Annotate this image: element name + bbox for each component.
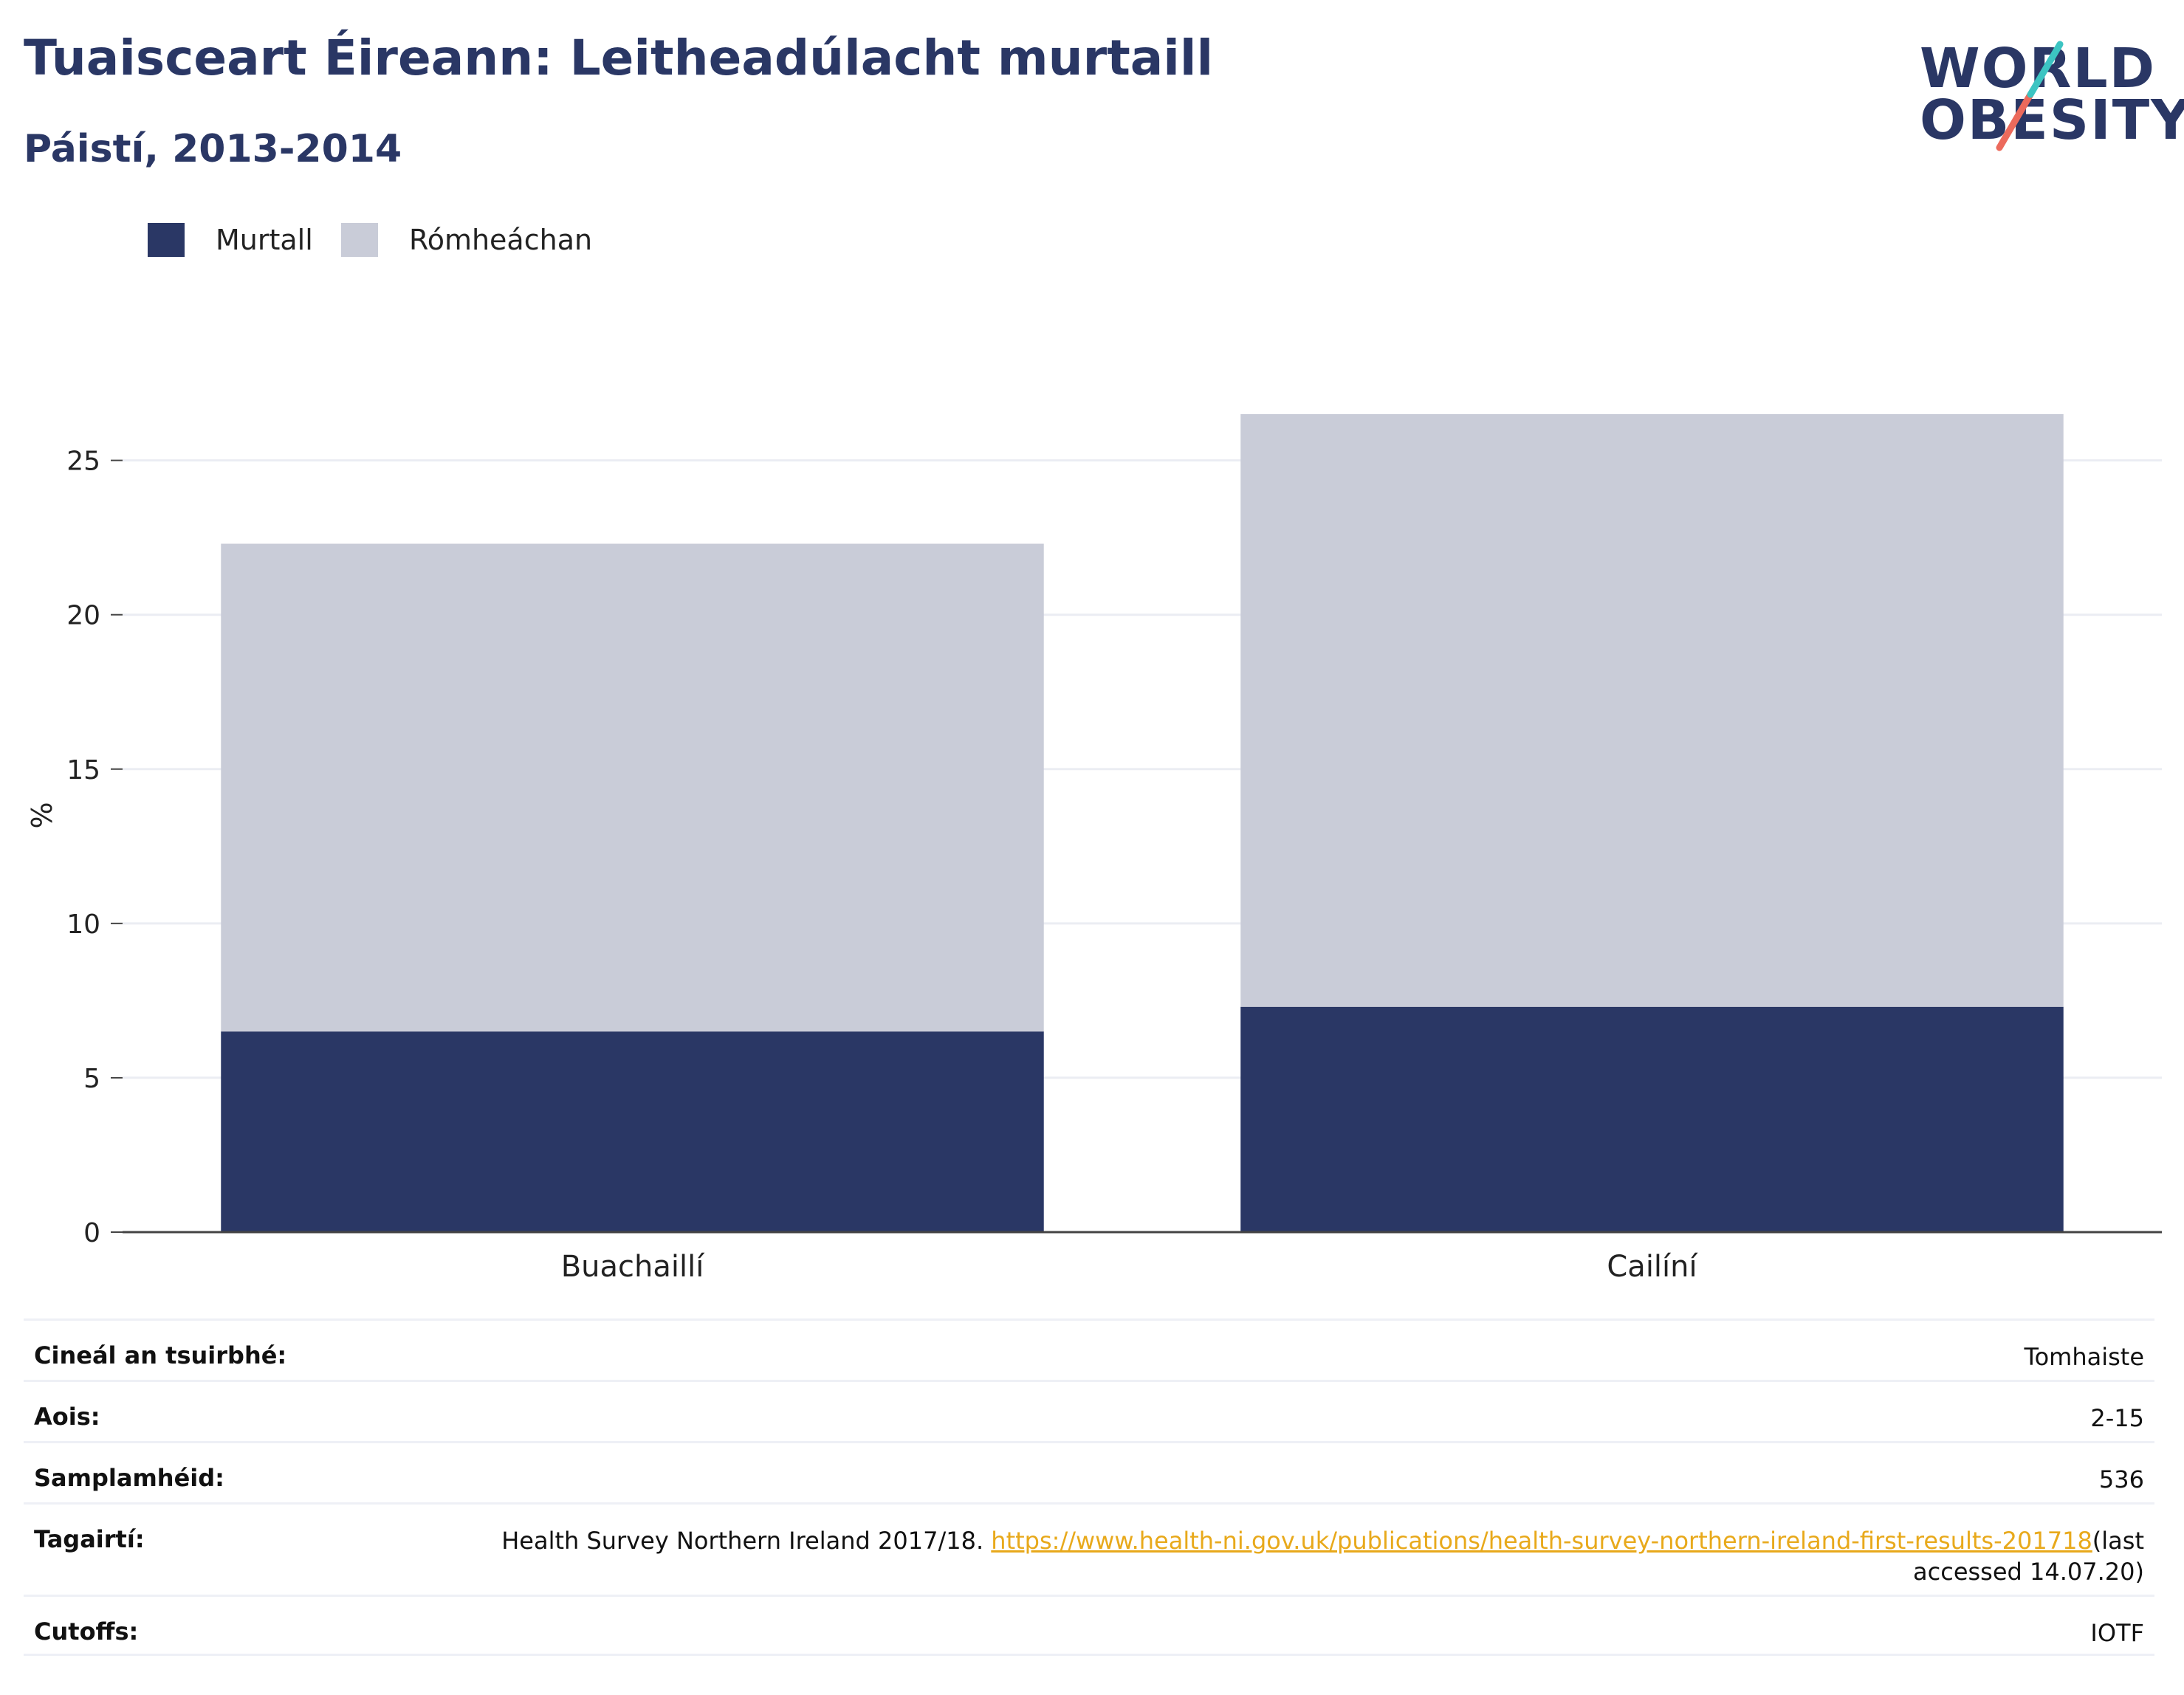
- legend-label-romheachan: Rómheáchan: [409, 224, 593, 256]
- chart-subtitle: Páistí, 2013-2014: [24, 127, 402, 171]
- meta-row-age: Aois: 2-15: [24, 1380, 2154, 1441]
- meta-row-references: Tagairtí: Health Survey Northern Ireland…: [24, 1502, 2154, 1595]
- meta-key-sample-size: Samplamhéid:: [34, 1464, 224, 1492]
- meta-value-age: 2-15: [2090, 1404, 2144, 1432]
- meta-key-survey-type: Cineál an tsuirbhé:: [34, 1341, 287, 1369]
- bar-romheachan-cailini: [1240, 413, 2064, 1007]
- logo-word-2: OBESITY: [1920, 89, 2184, 152]
- references-suffix: (last accessed 14.07.20): [1913, 1527, 2144, 1586]
- y-tick-label: 25: [66, 447, 100, 477]
- references-link[interactable]: https://www.health-ni.gov.uk/publication…: [991, 1527, 2092, 1555]
- references-text: Health Survey Northern Ireland 2017/18.: [501, 1527, 984, 1555]
- meta-key-cutoffs: Cutoffs:: [34, 1617, 139, 1646]
- meta-value-cutoffs: IOTF: [2090, 1619, 2144, 1647]
- stacked-bar-chart: 0 5 10 15 20 25% Buachaillí Cailíní: [26, 413, 2162, 1284]
- meta-key-age: Aois:: [34, 1403, 100, 1431]
- y-tick-label: 5: [83, 1064, 100, 1094]
- x-tick-label: Cailíní: [1607, 1250, 1698, 1284]
- bar-murtall-buachailli: [221, 1031, 1044, 1232]
- meta-row-cutoffs: Cutoffs: IOTF: [24, 1595, 2154, 1656]
- bar-romheachan-buachailli: [221, 543, 1044, 1032]
- legend-swatch-romheachan: [341, 223, 378, 257]
- meta-value-survey-type: Tomhaiste: [2024, 1343, 2144, 1371]
- logo-slash-icon: [1996, 41, 2064, 151]
- y-tick-label: 10: [66, 910, 100, 940]
- legend-item-romheachan[interactable]: Rómheáchan: [341, 221, 592, 258]
- y-tick-label: 20: [66, 601, 100, 631]
- chart-title: Tuaisceart Éireann: Leitheadúlacht murta…: [24, 30, 1214, 86]
- world-obesity-logo: WORLD OBESITY: [1920, 21, 2184, 154]
- y-tick-label: 0: [83, 1218, 100, 1248]
- legend-swatch-murtall: [148, 223, 185, 257]
- meta-value-references: Health Survey Northern Ireland 2017/18. …: [34, 1505, 2144, 1587]
- y-axis-label: %: [26, 802, 58, 828]
- legend-item-murtall[interactable]: Murtall: [148, 221, 313, 258]
- meta-value-sample-size: 536: [2098, 1465, 2144, 1493]
- legend-label-murtall: Murtall: [216, 224, 313, 256]
- meta-row-sample-size: Samplamhéid: 536: [24, 1441, 2154, 1502]
- meta-key-references: Tagairtí:: [34, 1525, 145, 1553]
- y-tick-label: 15: [66, 755, 100, 785]
- bar-murtall-cailini: [1240, 1006, 2064, 1232]
- meta-row-survey-type: Cineál an tsuirbhé: Tomhaiste: [24, 1318, 2154, 1380]
- x-tick-label: Buachaillí: [561, 1250, 706, 1284]
- metadata-table: Cineál an tsuirbhé: Tomhaiste Aois: 2-15…: [24, 1318, 2154, 1656]
